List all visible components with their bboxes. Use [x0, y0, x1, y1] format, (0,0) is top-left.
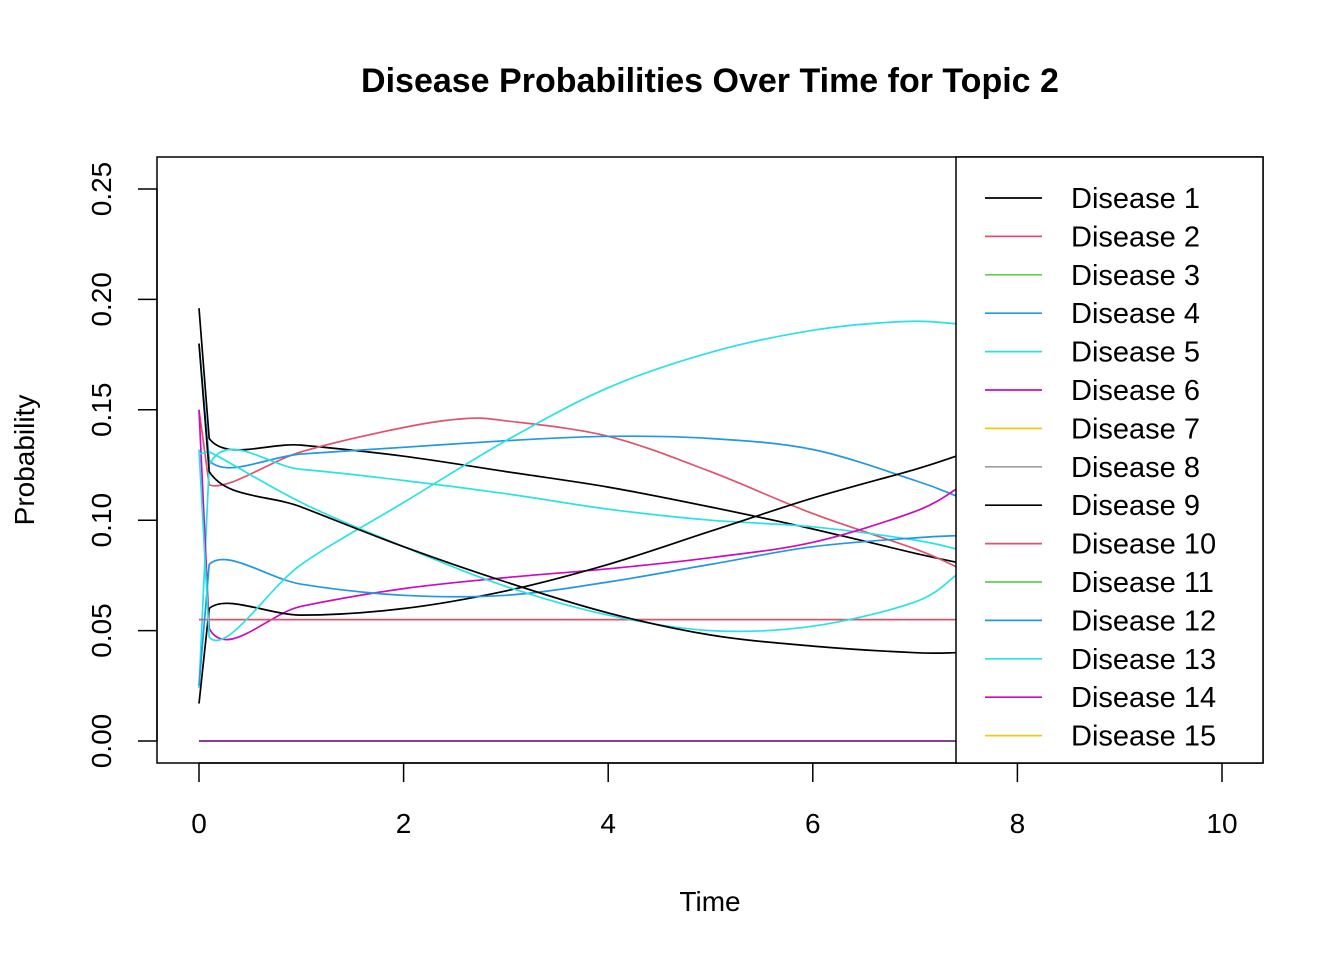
legend-box: [955, 156, 1264, 764]
y-axis: 0.00 0.05 0.10 0.15 0.20 0.25: [86, 162, 158, 769]
legend-label: Disease 2: [1071, 221, 1200, 253]
series-line-12: [198, 534, 956, 686]
legend-label: Disease 3: [1071, 260, 1200, 292]
x-tick-label: 0: [191, 808, 207, 839]
series-line-6: [198, 409, 956, 641]
y-tick-label: 0.00: [86, 714, 117, 769]
legend-label: Disease 10: [1071, 529, 1216, 561]
series-line-5: [198, 448, 956, 689]
legend-label: Disease 15: [1071, 721, 1216, 753]
series-line-17: [198, 450, 956, 633]
y-axis-label: Probability: [9, 395, 40, 526]
legend-label: Disease 12: [1071, 605, 1216, 637]
x-axis: 0 2 4 6 8 10: [191, 762, 1238, 839]
legend-label: Disease 1: [1071, 183, 1200, 215]
series-line-13: [198, 320, 956, 642]
legend-label: Disease 16: [1071, 759, 1216, 791]
legend-label: Disease 13: [1071, 644, 1216, 676]
y-tick-label: 0.10: [86, 493, 117, 548]
series-line-18: [198, 343, 956, 655]
y-tick-label: 0.20: [86, 272, 117, 327]
y-tick-label: 0.15: [86, 383, 117, 438]
x-tick-label: 2: [396, 808, 412, 839]
legend-label: Disease 7: [1071, 413, 1200, 445]
legend-label: Disease 14: [1071, 682, 1216, 714]
legend-label: Disease 6: [1071, 375, 1200, 407]
series-lines: [198, 308, 956, 742]
x-axis-label: Time: [679, 886, 740, 917]
x-tick-label: 6: [805, 808, 821, 839]
legend-label: Disease 4: [1071, 298, 1200, 330]
y-tick-label: 0.05: [86, 603, 117, 658]
series-line-9: [198, 455, 956, 704]
series-line-4: [198, 343, 956, 497]
legend-label: Disease 8: [1071, 452, 1200, 484]
x-tick-label: 10: [1206, 808, 1237, 839]
x-tick-label: 8: [1010, 808, 1026, 839]
x-tick-label: 4: [600, 808, 616, 839]
legend-label: Disease 5: [1071, 337, 1200, 369]
y-tick-label: 0.25: [86, 162, 117, 217]
legend: Disease 1 Disease 2 Disease 3 Disease 4 Dise…: [955, 156, 1264, 791]
series-line-2: [198, 409, 956, 568]
legend-label: Disease 11: [1071, 567, 1214, 599]
legend-label: Disease 9: [1071, 490, 1200, 522]
chart-title: Disease Probabilities Over Time for Topi…: [361, 62, 1059, 100]
